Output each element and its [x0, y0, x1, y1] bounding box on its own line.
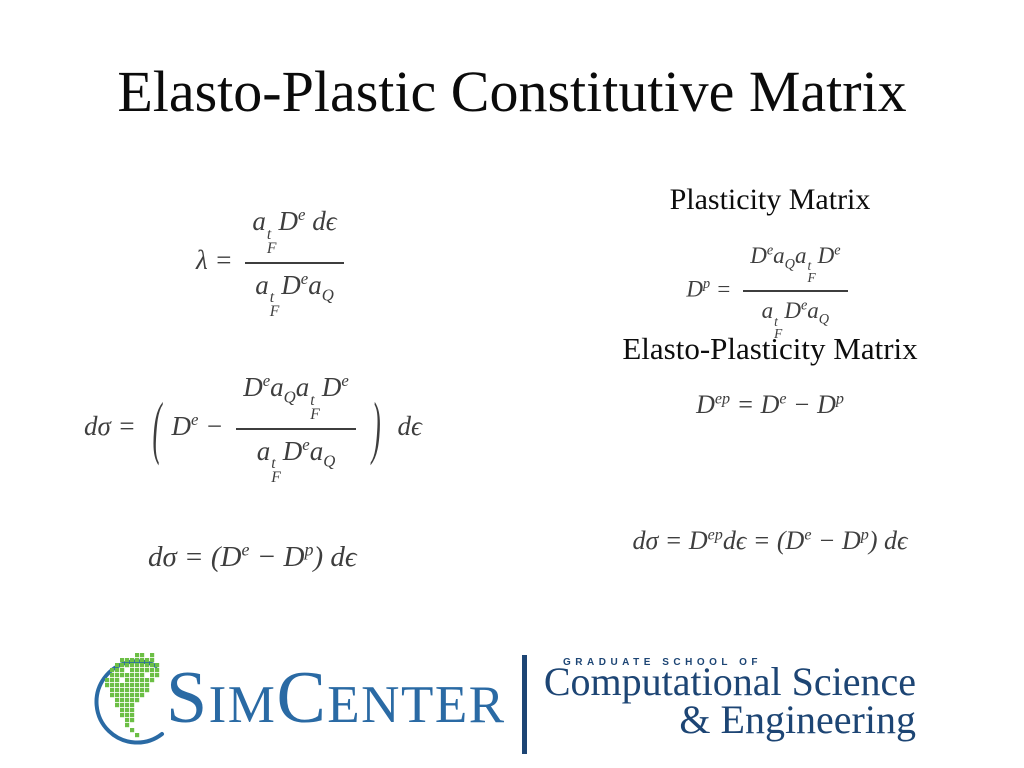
equation-lambda: λ = a t F De dϵ a t F DeaQ — [196, 206, 350, 320]
globe-pixels — [105, 653, 160, 738]
simcenter-globe-icon — [94, 653, 164, 745]
logo-divider-bar — [522, 655, 527, 754]
graduate-school-block: GRADUATE SCHOOL OF Computational Science… — [534, 652, 916, 739]
equation-dsigma-combined: dσ = Depdϵ = (De − Dp) dϵ — [632, 526, 908, 555]
school-name-line2: & Engineering — [679, 697, 916, 742]
wordmark-letters-enter: ENTER — [327, 676, 506, 734]
equation-dsigma-expanded: dσ = (De − DeaQa t F De a t F DeaQ) dϵ — [84, 371, 422, 487]
equation-dsigma-reduced: dσ = (De − Dp) dϵ — [148, 539, 357, 573]
graduate-school-eyebrow: GRADUATE SCHOOL OF — [563, 657, 762, 668]
equation-elasto-plasticity-matrix: Dep = De − Dp — [696, 390, 844, 419]
page-title: Elasto-Plastic Constitutive Matrix — [117, 59, 907, 124]
equation-plasticity-matrix: Dp = DeaQa t F De a t F DeaQ — [560, 243, 980, 340]
elasto-plasticity-matrix-heading: Elasto-Plasticity Matrix — [622, 331, 918, 366]
school-name-line1: Computational Science — [543, 659, 916, 704]
wordmark-letter-s: S — [166, 657, 209, 739]
simcenter-wordmark: S IM C ENTER — [166, 661, 506, 735]
wordmark-letters-im: IM — [208, 676, 277, 734]
plasticity-matrix-heading: Plasticity Matrix — [669, 183, 871, 216]
wordmark-letter-c: C — [276, 657, 328, 739]
